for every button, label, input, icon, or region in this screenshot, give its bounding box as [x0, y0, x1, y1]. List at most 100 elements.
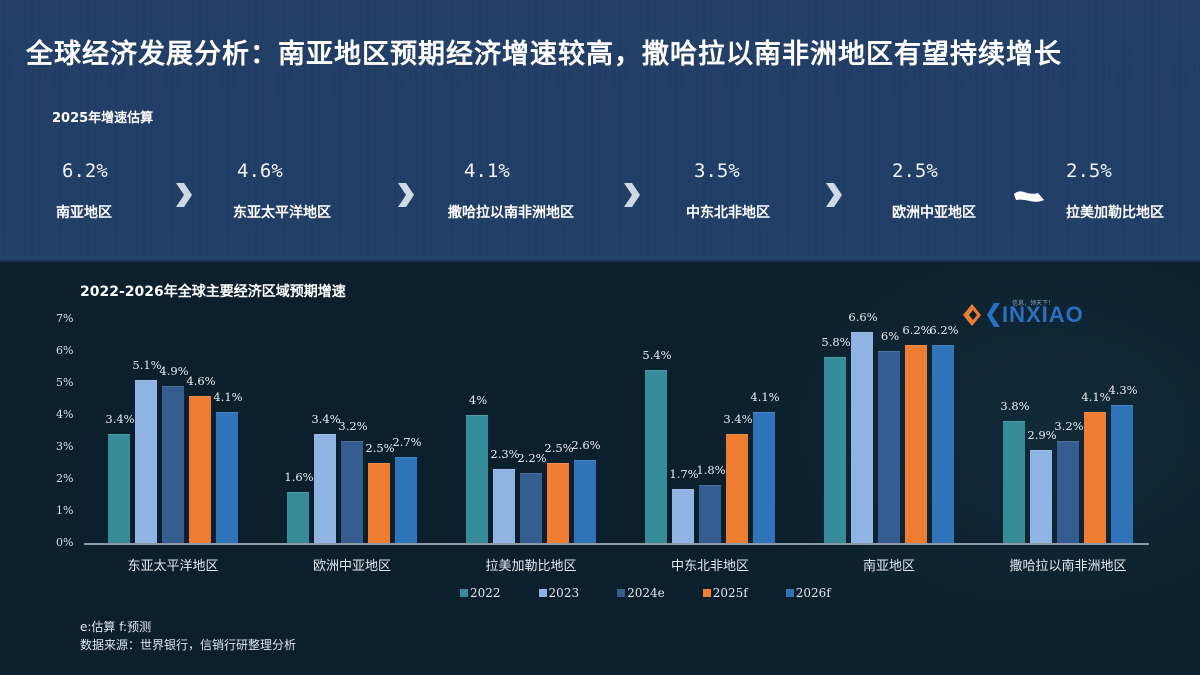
- bar-value-label: 3.2%: [338, 418, 368, 433]
- bar-value-label: 6.2%: [929, 322, 959, 337]
- legend-note: e:估算 f:预测: [80, 620, 152, 634]
- bar: [726, 434, 748, 543]
- bar-value-label: 5.4%: [642, 348, 672, 363]
- bar: [1084, 411, 1106, 543]
- ranking-region: 中东北非地区: [686, 205, 770, 221]
- summary-panel: 全球经济发展分析：南亚地区预期经济增速较高，撒哈拉以南非洲地区有望持续增长 20…: [0, 0, 1200, 262]
- chevron-right-icon: [174, 182, 194, 208]
- chart-legend: 2022 2023 2024e 2025f 2026f: [460, 586, 869, 600]
- x-axis-category-label: 东亚太平洋地区: [127, 559, 219, 574]
- x-axis-line: [84, 543, 1149, 545]
- bar-value-label: 2.7%: [392, 434, 422, 449]
- bar-value-label: 3.4%: [311, 412, 341, 427]
- bar: [1057, 440, 1079, 543]
- bar-value-label: 4.1%: [1081, 389, 1111, 404]
- ranking-value: 4.6%: [237, 160, 283, 182]
- page-title: 全球经济发展分析：南亚地区预期经济增速较高，撒哈拉以南非洲地区有望持续增长: [26, 39, 1062, 70]
- bar: [1111, 405, 1133, 543]
- bar-value-label: 1.8%: [696, 463, 726, 478]
- bar: [466, 415, 488, 543]
- ranking-value: 2.5%: [1066, 160, 1112, 182]
- bar: [672, 488, 694, 543]
- x-axis-category-label: 中东北非地区: [670, 559, 750, 574]
- y-axis-tick: 5%: [56, 376, 74, 389]
- legend-item: 2023: [538, 586, 579, 600]
- ranking-item: 3.5% 中东北非地区: [686, 160, 770, 222]
- bar-value-label: 6.6%: [848, 309, 878, 324]
- ranking-item: 2.5% 欧洲中亚地区: [892, 160, 976, 222]
- legend-label: 2024e: [627, 586, 665, 600]
- bar-value-label: 3.8%: [1000, 399, 1030, 414]
- bar-value-label: 3.4%: [105, 412, 135, 427]
- bar: [932, 344, 954, 543]
- ranking-value: 6.2%: [62, 160, 108, 182]
- bar: [493, 469, 515, 543]
- legend-item: 2022: [460, 586, 501, 600]
- legend-label: 2022: [470, 586, 501, 600]
- bar-value-label: 3.4%: [723, 412, 753, 427]
- bar-value-label: 2.5%: [544, 441, 574, 455]
- bar-value-label: 3.2%: [1054, 418, 1084, 433]
- bar-value-label: 4.1%: [750, 389, 780, 404]
- legend-swatch-icon: [785, 589, 794, 597]
- legend-label: 2026f: [795, 586, 831, 600]
- equal-flag-icon: [1012, 188, 1046, 206]
- legend-item: 2025f: [702, 586, 748, 600]
- legend-label: 2025f: [712, 586, 748, 600]
- ranking-region: 欧洲中亚地区: [892, 205, 976, 221]
- y-axis-tick: 2%: [56, 472, 74, 485]
- ranking-item: 6.2% 南亚地区: [56, 160, 112, 222]
- bar-value-label: 2.2%: [517, 450, 547, 465]
- legend-item: 2026f: [785, 586, 831, 600]
- bar: [824, 357, 846, 543]
- bar: [547, 463, 569, 543]
- bar: [645, 370, 667, 543]
- bar-value-label: 6%: [880, 329, 900, 343]
- brand-logo: INXIAO 信息，领天下！: [962, 300, 1084, 329]
- bar: [1030, 450, 1052, 543]
- y-axis-tick: 7%: [56, 312, 74, 325]
- y-axis-tick: 0%: [56, 536, 74, 549]
- y-axis-tick: 6%: [56, 344, 74, 357]
- bar-value-label: 5.1%: [132, 357, 162, 372]
- ranking-item: 4.6% 东亚太平洋地区: [233, 160, 331, 222]
- bar-value-label: 4.9%: [159, 364, 189, 379]
- source-note: 数据来源：世界银行，信销行研整理分析: [80, 638, 297, 652]
- bar-value-label: 4.1%: [213, 389, 243, 404]
- bar-value-label: 2.6%: [571, 437, 601, 452]
- bar: [216, 411, 238, 543]
- bar-value-label: 6.2%: [902, 322, 932, 337]
- bar-value-label: 1.7%: [669, 466, 699, 481]
- bar-value-label: 5.8%: [821, 335, 851, 350]
- logo-mark-icon: [963, 303, 1000, 327]
- bar: [905, 344, 927, 543]
- bar: [368, 463, 390, 543]
- bar-value-label: 4%: [468, 393, 488, 407]
- bar: [135, 379, 157, 543]
- bar-value-label: 4.6%: [186, 373, 216, 388]
- bar-value-label: 1.6%: [284, 469, 314, 484]
- bar-value-label: 2.9%: [1027, 428, 1057, 443]
- bar: [189, 395, 211, 543]
- chart-title: 2022-2026年全球主要经济区域预期增速: [80, 284, 346, 300]
- estimate-section-label: 2025年增速估算: [52, 111, 154, 126]
- chevron-right-icon: [622, 182, 642, 208]
- legend-swatch-icon: [460, 589, 468, 597]
- bar-value-label: 4.3%: [1108, 383, 1138, 398]
- legend-swatch-icon: [617, 589, 626, 597]
- x-axis-category-label: 欧洲中亚地区: [312, 559, 392, 574]
- legend-item: 2024e: [617, 586, 665, 600]
- x-axis-category-label: 南亚地区: [862, 559, 916, 574]
- legend-swatch-icon: [538, 589, 547, 597]
- ranking-value: 3.5%: [694, 160, 740, 182]
- chevron-right-icon: [396, 182, 416, 208]
- bar: [574, 459, 596, 543]
- bar: [1003, 421, 1025, 543]
- ranking-region: 东亚太平洋地区: [233, 205, 331, 221]
- x-axis-category-label: 撒哈拉以南非洲地区: [1009, 559, 1127, 574]
- ranking-value: 4.1%: [464, 160, 510, 182]
- ranking-region: 拉美加勒比地区: [1066, 205, 1164, 221]
- bar: [851, 331, 873, 543]
- ranking-region: 南亚地区: [56, 205, 112, 221]
- chevron-right-icon: [824, 182, 844, 208]
